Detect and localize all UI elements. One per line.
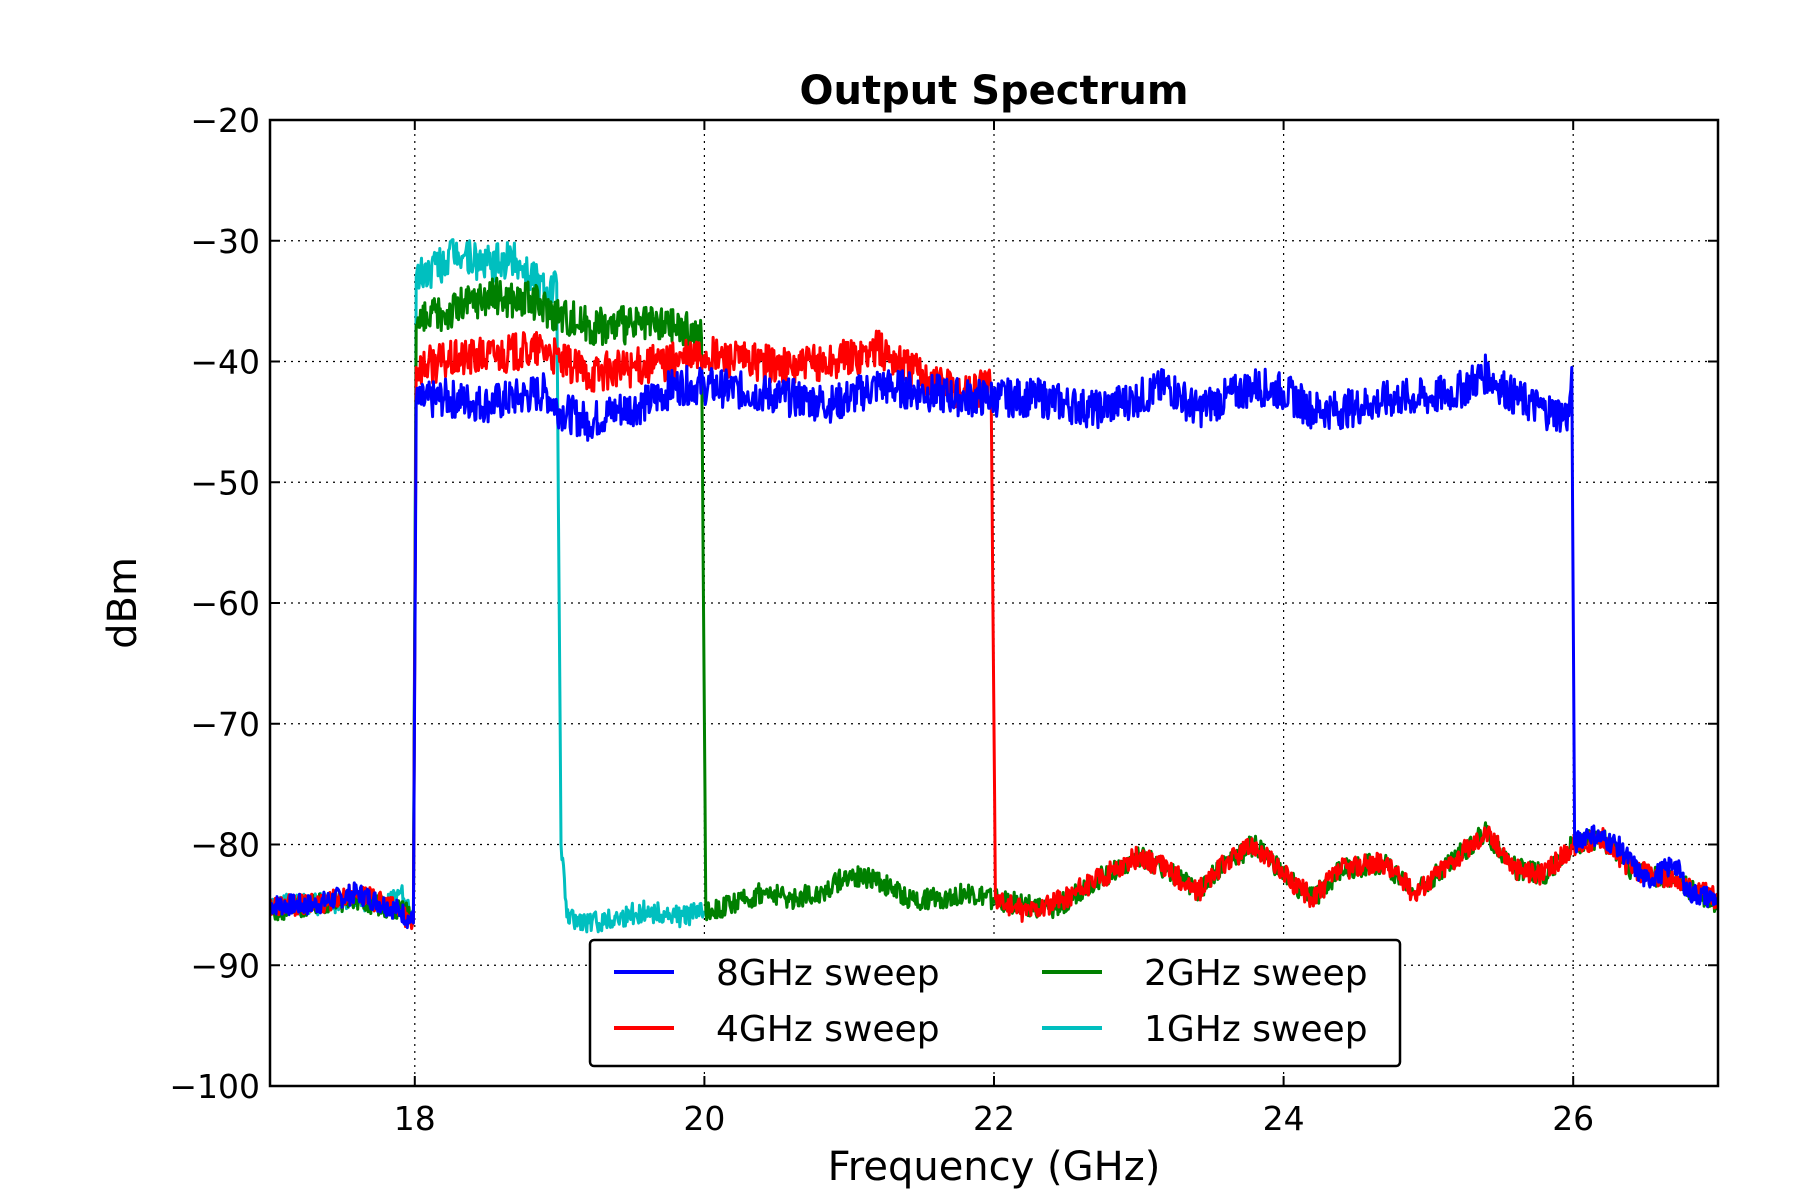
x-axis-label: Frequency (GHz) — [828, 1144, 1161, 1190]
y-tick-label: −40 — [190, 343, 260, 382]
x-tick-label: 20 — [683, 1099, 725, 1138]
y-tick-label: −70 — [190, 705, 260, 744]
y-tick-label: −100 — [169, 1067, 260, 1106]
y-tick-label: −20 — [190, 101, 260, 140]
legend-label-4ghz: 4GHz sweep — [716, 1009, 940, 1050]
y-axis-label: dBm — [100, 557, 146, 649]
series-lines — [270, 238, 1718, 934]
x-tick-label: 18 — [394, 1099, 436, 1138]
x-tick-label: 22 — [973, 1099, 1015, 1138]
y-tick-label: −90 — [190, 946, 260, 985]
legend-label-2ghz: 2GHz sweep — [1144, 953, 1368, 994]
x-tick-label: 24 — [1263, 1099, 1305, 1138]
series-line-8ghz-sweep — [270, 353, 1718, 930]
legend-frame — [588, 938, 1402, 1068]
series-line-4ghz-sweep — [270, 329, 1718, 931]
x-tick-label: 26 — [1552, 1099, 1594, 1138]
y-tick-label: −50 — [190, 463, 260, 502]
legend-label-1ghz: 1GHz sweep — [1144, 1009, 1368, 1050]
chart-title: Output Spectrum — [799, 68, 1188, 114]
y-tick-label: −30 — [190, 222, 260, 261]
axis-ticks: 18 20 22 24 26 −20 −30 −40 −50 −60 −70 −80 −90 −100 — [169, 101, 1718, 1138]
y-tick-label: −60 — [190, 584, 260, 623]
legend: 8GHz sweep 4GHz sweep 2GHz sweep 1GHz sw… — [588, 938, 1402, 1068]
legend-label-8ghz: 8GHz sweep — [716, 953, 940, 994]
y-tick-label: −80 — [190, 826, 260, 865]
